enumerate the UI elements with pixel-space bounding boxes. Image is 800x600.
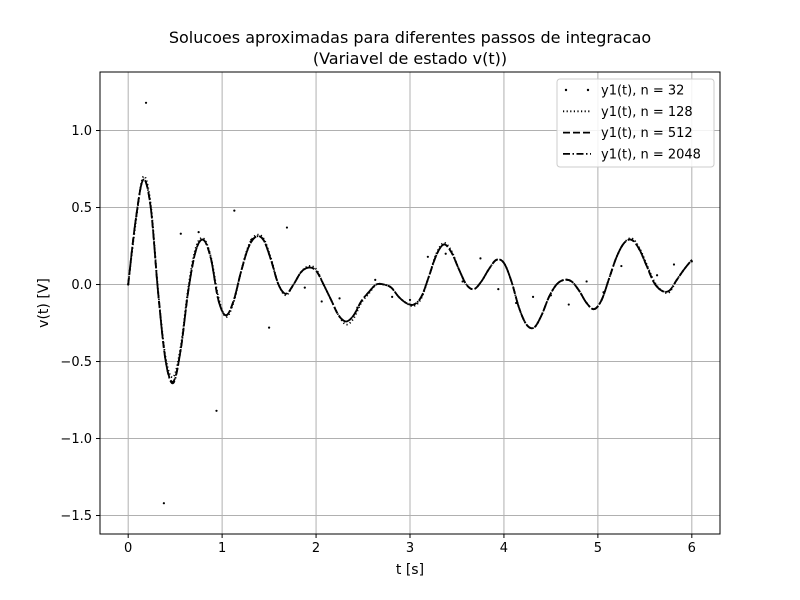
y-tick-label: −1.0 [60, 432, 92, 447]
data-point-n32 [585, 280, 588, 283]
data-point-n32 [144, 101, 148, 104]
data-point-n32 [374, 278, 377, 281]
x-tick-label: 5 [594, 541, 602, 556]
legend-box [556, 78, 715, 168]
grid-lines [100, 72, 720, 534]
x-tick-label: 3 [406, 541, 414, 556]
legend: y1(t), n = 32 y1(t), n = 128 y1(t), n = 51… [556, 78, 715, 168]
data-point-n32 [179, 232, 182, 235]
chart-title: Solucoes aproximadas para diferentes pas… [169, 28, 651, 47]
data-point-n32 [303, 286, 306, 289]
data-point-n32 [567, 303, 570, 306]
x-tick-label: 1 [218, 541, 226, 556]
data-point-n32 [162, 502, 165, 505]
data-point-n32 [320, 300, 323, 303]
data-point-n32 [444, 252, 447, 255]
data-point-n32 [479, 257, 482, 260]
x-axis-label: t [s] [396, 562, 424, 578]
data-point-n32 [233, 209, 236, 212]
data-point-n32 [408, 298, 412, 302]
legend-entry-label: y1(t), n = 512 [601, 126, 693, 141]
y-tick-label: 0.0 [71, 278, 92, 293]
data-point-n32 [672, 263, 676, 266]
y-tick-label: −0.5 [60, 355, 92, 370]
data-point-n32 [215, 409, 218, 412]
series-line-n128 [127, 175, 693, 379]
legend-marker-dot [564, 88, 568, 92]
data-point-n32 [338, 297, 341, 300]
data-point-n32 [285, 226, 289, 229]
y-tick-label: −1.5 [60, 509, 92, 524]
data-point-n32 [531, 295, 535, 298]
data-point-n32 [620, 264, 623, 268]
series-group [127, 101, 693, 505]
data-point-n32 [267, 326, 271, 329]
x-tick-label: 0 [124, 541, 132, 556]
legend-marker-dot [586, 88, 590, 92]
legend-entry-label: y1(t), n = 2048 [601, 147, 701, 162]
legend-entry-label: y1(t), n = 128 [601, 105, 693, 120]
data-point-n32 [497, 288, 500, 291]
data-point-n32 [197, 231, 200, 234]
x-tick-label: 2 [312, 541, 320, 556]
legend-entry-label: y1(t), n = 32 [601, 84, 684, 99]
data-point-n32 [655, 274, 659, 277]
data-point-n32 [426, 255, 429, 258]
tick-group: 0 1 2 3 4 5 6 1.0 0.5 0.0 −0.5 −1.0 −1.5 [60, 124, 696, 556]
data-point-n32 [391, 295, 394, 298]
y-tick-label: 1.0 [71, 124, 92, 139]
chart-subtitle: (Variavel de estado v(t)) [313, 49, 507, 68]
x-tick-label: 4 [500, 541, 508, 556]
series-line-n2048 [127, 178, 693, 385]
y-axis-label: v(t) [V] [36, 278, 52, 328]
x-tick-label: 6 [688, 541, 696, 556]
y-tick-label: 0.5 [71, 201, 92, 216]
data-point-n32 [461, 280, 464, 283]
